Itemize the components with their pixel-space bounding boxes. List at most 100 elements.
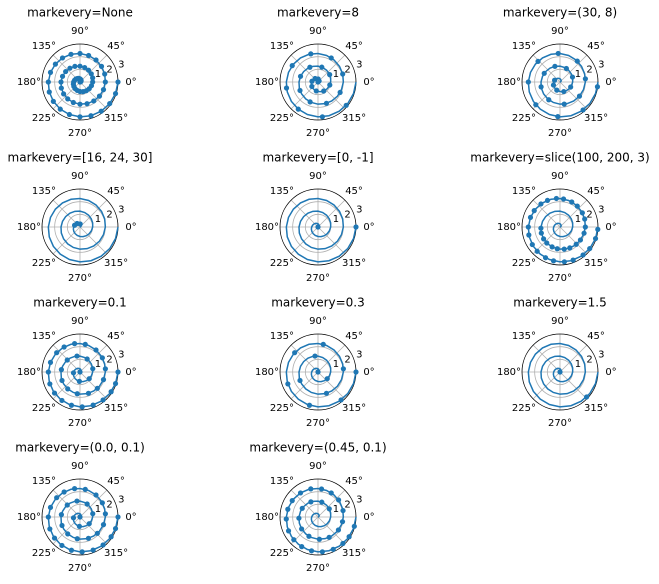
marker xyxy=(90,366,96,372)
theta-tick-label: 45° xyxy=(345,41,363,52)
marker xyxy=(316,536,322,542)
marker xyxy=(59,542,65,549)
theta-tick-label: 90° xyxy=(309,461,327,472)
marker xyxy=(58,79,64,85)
marker xyxy=(299,544,305,550)
marker xyxy=(100,522,107,528)
grid-line xyxy=(559,226,588,255)
marker xyxy=(47,504,54,511)
marker xyxy=(553,195,559,202)
theta-tick-label: 180° xyxy=(255,77,279,88)
marker xyxy=(321,88,327,94)
marker xyxy=(46,89,52,95)
marker xyxy=(351,523,357,529)
marker xyxy=(335,527,342,533)
marker xyxy=(77,50,83,57)
theta-tick-label: 0° xyxy=(125,512,136,523)
marker xyxy=(570,257,576,263)
theta-tick-label: 90° xyxy=(551,171,569,182)
marker xyxy=(108,534,114,540)
marker xyxy=(299,526,305,532)
theta-tick-label: 45° xyxy=(345,186,363,197)
grid-line xyxy=(559,54,588,83)
theta-tick-label: 0° xyxy=(363,367,374,378)
marker xyxy=(283,85,290,91)
spiral-line xyxy=(527,342,599,408)
marker xyxy=(76,523,83,529)
marker xyxy=(65,531,71,537)
marker xyxy=(98,63,105,69)
r-tick-label: 3 xyxy=(118,59,124,70)
theta-tick-label: 315° xyxy=(342,403,366,414)
marker xyxy=(544,240,550,246)
theta-tick-label: 90° xyxy=(551,316,569,327)
marker xyxy=(102,511,108,517)
theta-tick-label: 45° xyxy=(107,331,125,342)
marker xyxy=(335,497,342,503)
grid-line xyxy=(317,54,346,83)
theta-tick-label: 135° xyxy=(512,331,536,342)
theta-tick-label: 315° xyxy=(104,258,128,269)
grid-line xyxy=(52,226,81,255)
marker xyxy=(102,366,108,372)
theta-tick-label: 0° xyxy=(125,222,136,233)
r-tick-label: 2 xyxy=(586,354,592,365)
marker xyxy=(541,70,547,76)
marker xyxy=(538,201,544,207)
theta-tick-label: 315° xyxy=(104,113,128,124)
marker xyxy=(76,378,83,384)
marker xyxy=(77,369,83,375)
theta-tick-label: 45° xyxy=(107,476,125,487)
marker xyxy=(340,507,346,514)
marker xyxy=(94,530,100,536)
theta-tick-label: 180° xyxy=(255,512,279,523)
theta-tick-label: 135° xyxy=(270,331,294,342)
marker xyxy=(319,64,325,70)
theta-tick-label: 180° xyxy=(17,367,41,378)
theta-tick-label: 135° xyxy=(270,41,294,52)
marker xyxy=(59,55,66,61)
theta-tick-label: 0° xyxy=(605,222,616,233)
r-tick-label: 3 xyxy=(598,59,604,70)
marker xyxy=(86,376,92,382)
grid-line xyxy=(559,371,588,400)
marker xyxy=(285,381,291,387)
marker xyxy=(307,64,313,70)
marker xyxy=(86,521,92,527)
theta-tick-label: 90° xyxy=(309,171,327,182)
marker xyxy=(289,63,295,69)
marker xyxy=(551,77,558,83)
marker xyxy=(100,397,106,403)
marker xyxy=(555,50,561,57)
polar-axes: markevery=8 0° 45° 90° 135° 180° 225° 270° 315° 1… xyxy=(255,6,375,140)
grid-line xyxy=(559,199,588,228)
marker xyxy=(59,377,65,384)
r-tick-label: 3 xyxy=(356,59,362,70)
grid-line xyxy=(79,226,108,255)
grid-line xyxy=(79,54,108,83)
marker xyxy=(59,397,65,404)
polar-axes: markevery=slice(100, 200, 3) 0° 45° 90° 135°… xyxy=(470,151,649,285)
marker xyxy=(102,71,108,77)
marker xyxy=(353,369,359,375)
grid-line xyxy=(79,81,108,110)
theta-tick-label: 225° xyxy=(512,403,536,414)
theta-tick-label: 315° xyxy=(584,113,608,124)
r-tick-label: 3 xyxy=(356,204,362,215)
spiral-line xyxy=(285,197,357,263)
marker xyxy=(582,216,588,222)
marker xyxy=(326,534,332,540)
polar-axes: markevery=(30, 8) 0° 45° 90° 135° 180° 225° 270… xyxy=(497,6,617,140)
r-tick-label: 1 xyxy=(333,359,339,370)
grid-line xyxy=(317,371,346,400)
r-tick-label: 2 xyxy=(106,209,112,220)
marker xyxy=(313,88,319,94)
theta-tick-label: 90° xyxy=(71,461,89,472)
theta-tick-label: 135° xyxy=(32,41,56,52)
marker xyxy=(560,196,567,202)
marker xyxy=(561,246,567,252)
marker xyxy=(587,245,593,252)
theta-tick-label: 225° xyxy=(270,258,294,269)
r-tick-label: 1 xyxy=(95,69,101,80)
chart-title: markevery=slice(100, 200, 3) xyxy=(470,151,649,165)
